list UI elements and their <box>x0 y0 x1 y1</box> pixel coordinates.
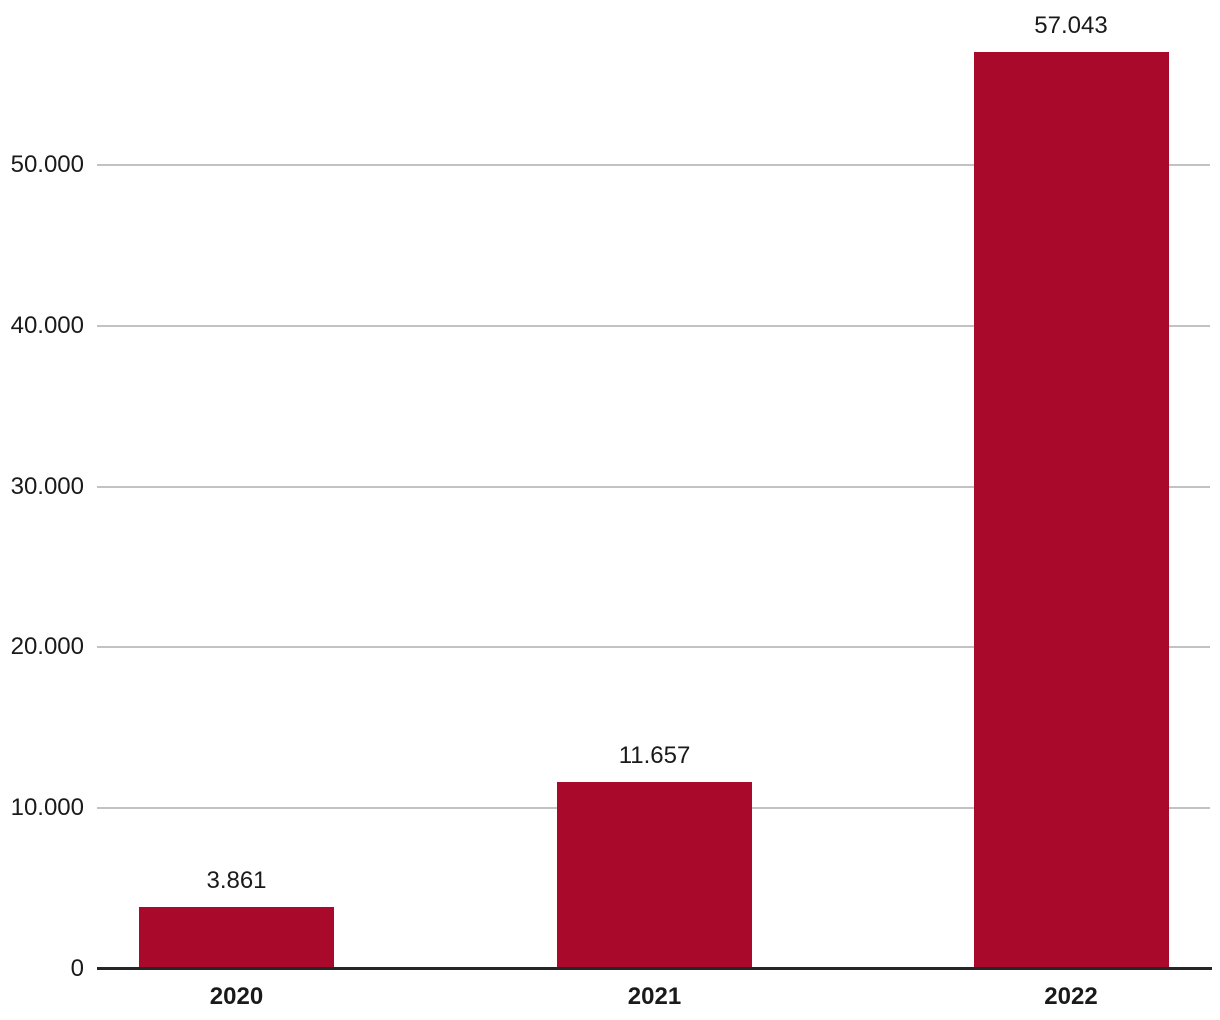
x-tick-label-2020: 2020 <box>209 983 264 1010</box>
x-tick-label-2021: 2021 <box>627 983 682 1010</box>
y-tick-label-20.000: 20.000 <box>10 633 84 661</box>
y-tick-label-10.000: 10.000 <box>10 794 84 822</box>
y-tick-label-50.000: 50.000 <box>10 151 84 178</box>
value-label-2022: 57.043 <box>1034 11 1108 39</box>
value-label-2021: 11.657 <box>618 741 691 769</box>
bar-2020 <box>139 906 334 969</box>
y-gridline-50.000 <box>97 164 1210 166</box>
y-gridline-30.000 <box>97 485 1210 488</box>
x-tick-label-2022: 2022 <box>1044 983 1098 1010</box>
bar-2021 <box>557 781 752 969</box>
y-tick-label-40.000: 40.000 <box>10 311 84 339</box>
y-gridline-40.000 <box>97 324 1210 327</box>
y-tick-label-0: 0 <box>70 955 84 982</box>
y-gridline-20.000 <box>97 646 1210 649</box>
bar-2022 <box>973 51 1169 969</box>
y-tick-label-30.000: 30.000 <box>10 472 84 500</box>
value-label-2020: 3.861 <box>206 866 267 894</box>
x-axis-line <box>97 967 1212 970</box>
